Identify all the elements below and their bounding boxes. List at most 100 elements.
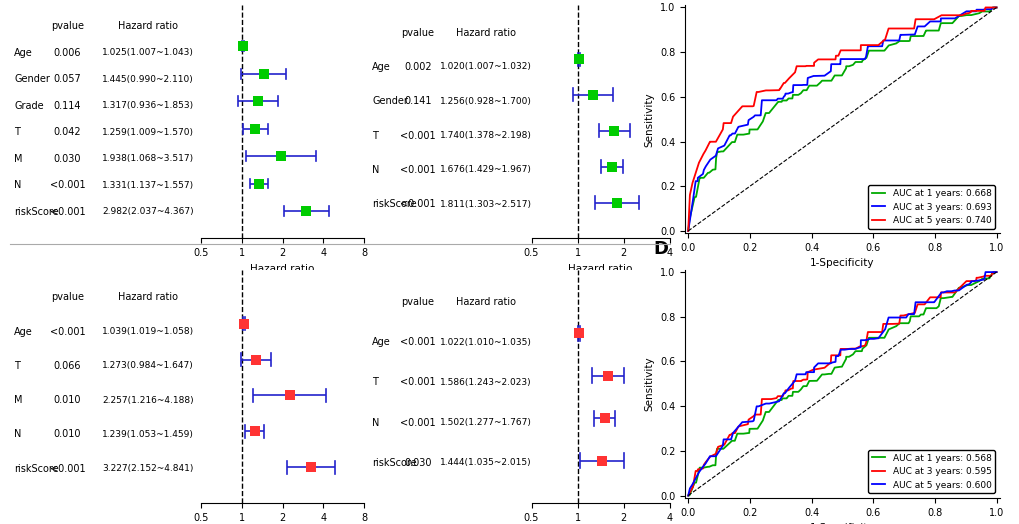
Text: 0.114: 0.114 xyxy=(54,101,82,111)
X-axis label: 1-Specificity: 1-Specificity xyxy=(809,523,873,524)
Line: AUC at 5 years: 0.600: AUC at 5 years: 0.600 xyxy=(688,272,996,496)
AUC at 3 years: 0.595: (0.992, 1): 0.595: (0.992, 1) xyxy=(986,269,999,275)
X-axis label: 1-Specificity: 1-Specificity xyxy=(809,258,873,268)
Point xyxy=(235,42,252,51)
AUC at 3 years: 0.595: (0.99, 0.995): 0.595: (0.99, 0.995) xyxy=(986,270,999,276)
Text: Hazard ratio: Hazard ratio xyxy=(117,292,177,302)
Text: riskScore: riskScore xyxy=(14,207,58,217)
Text: N: N xyxy=(14,180,21,190)
Text: 1.444(1.035~2.015): 1.444(1.035~2.015) xyxy=(440,458,531,467)
Text: 0.010: 0.010 xyxy=(54,395,82,405)
AUC at 3 years: 0.693: (0.494, 0.746): 0.693: (0.494, 0.746) xyxy=(834,61,846,67)
Text: 1.025(1.007~1.043): 1.025(1.007~1.043) xyxy=(102,48,194,58)
AUC at 3 years: 0.595: (0.239, 0.432): 0.595: (0.239, 0.432) xyxy=(755,396,767,402)
Text: Hazard ratio: Hazard ratio xyxy=(117,21,177,31)
Text: pvalue: pvalue xyxy=(400,28,434,38)
Point xyxy=(571,329,587,337)
Text: 1.740(1.378~2.198): 1.740(1.378~2.198) xyxy=(439,131,532,140)
Point xyxy=(593,456,609,465)
Point xyxy=(596,414,612,422)
Text: 1.445(0.990~2.110): 1.445(0.990~2.110) xyxy=(102,75,194,84)
Point xyxy=(272,152,288,160)
AUC at 1 years: 0.568: (0.318, 0.435): 0.568: (0.318, 0.435) xyxy=(780,395,792,401)
Text: 1.039(1.019~1.058): 1.039(1.019~1.058) xyxy=(102,327,194,336)
Text: 1.273(0.984~1.647): 1.273(0.984~1.647) xyxy=(102,362,194,370)
Text: 0.030: 0.030 xyxy=(404,458,431,468)
Point xyxy=(247,427,263,435)
Text: Gender: Gender xyxy=(14,74,50,84)
Text: N: N xyxy=(372,165,379,175)
Text: 1.022(1.010~1.035): 1.022(1.010~1.035) xyxy=(439,338,532,347)
Text: 1.502(1.277~1.767): 1.502(1.277~1.767) xyxy=(439,418,532,427)
Text: 0.002: 0.002 xyxy=(404,62,431,72)
Point xyxy=(298,207,314,215)
X-axis label: Hazard ratio: Hazard ratio xyxy=(568,264,632,274)
AUC at 5 years: 0.600: (0.973, 1): 0.600: (0.973, 1) xyxy=(981,269,994,275)
Text: 1.317(0.936~1.853): 1.317(0.936~1.853) xyxy=(102,102,194,111)
AUC at 5 years: 0.600: (0.931, 0.962): 0.600: (0.931, 0.962) xyxy=(968,278,980,284)
AUC at 5 years: 0.600: (0, 0): 0.600: (0, 0) xyxy=(682,493,694,499)
Text: 1.259(1.009~1.570): 1.259(1.009~1.570) xyxy=(102,128,194,137)
Text: 1.676(1.429~1.967): 1.676(1.429~1.967) xyxy=(439,166,532,174)
Text: pvalue: pvalue xyxy=(51,292,84,302)
AUC at 1 years: 0.668: (1, 1): 0.668: (1, 1) xyxy=(989,4,1002,10)
Text: Age: Age xyxy=(14,48,33,58)
Text: Gender: Gender xyxy=(372,96,408,106)
AUC at 3 years: 0.595: (0.586, 0.732): 0.595: (0.586, 0.732) xyxy=(862,329,874,335)
Point xyxy=(608,199,625,207)
Point xyxy=(281,391,298,400)
AUC at 1 years: 0.568: (0.59, 0.706): 0.568: (0.59, 0.706) xyxy=(863,335,875,341)
Text: Age: Age xyxy=(372,62,390,72)
Text: 0.066: 0.066 xyxy=(54,361,82,371)
Point xyxy=(605,127,622,135)
AUC at 3 years: 0.595: (0.311, 0.458): 0.595: (0.311, 0.458) xyxy=(777,390,790,396)
AUC at 3 years: 0.693: (0.311, 0.602): 0.693: (0.311, 0.602) xyxy=(777,93,790,100)
Point xyxy=(247,125,263,133)
Text: <0.001: <0.001 xyxy=(399,130,435,140)
Text: T: T xyxy=(372,130,378,140)
Text: 0.030: 0.030 xyxy=(54,154,82,164)
AUC at 5 years: 0.600: (0.964, 1): 0.600: (0.964, 1) xyxy=(978,269,990,275)
Point xyxy=(571,55,587,63)
Text: <0.001: <0.001 xyxy=(50,464,86,474)
AUC at 1 years: 0.568: (0.886, 0.932): 0.568: (0.886, 0.932) xyxy=(954,284,966,290)
Text: 1.586(1.243~2.023): 1.586(1.243~2.023) xyxy=(440,378,531,387)
AUC at 1 years: 0.668: (0.59, 0.807): 0.668: (0.59, 0.807) xyxy=(863,48,875,54)
Text: 1.239(1.053~1.459): 1.239(1.053~1.459) xyxy=(102,430,194,439)
Text: riskScore: riskScore xyxy=(14,464,58,474)
Text: T: T xyxy=(14,127,20,137)
Text: riskScore: riskScore xyxy=(372,458,417,468)
Text: N: N xyxy=(14,430,21,440)
Y-axis label: Sensitivity: Sensitivity xyxy=(644,92,654,147)
Text: Grade: Grade xyxy=(14,101,44,111)
AUC at 3 years: 0.693: (0, 0): 0.693: (0, 0) xyxy=(682,228,694,234)
Text: Age: Age xyxy=(372,337,390,347)
AUC at 1 years: 0.568: (0.953, 0.97): 0.568: (0.953, 0.97) xyxy=(975,276,987,282)
AUC at 5 years: 0.740: (0.964, 1): 0.740: (0.964, 1) xyxy=(978,4,990,10)
Point xyxy=(235,320,252,328)
AUC at 1 years: 0.568: (1, 1): 0.568: (1, 1) xyxy=(989,269,1002,275)
AUC at 1 years: 0.568: (0, 0): 0.568: (0, 0) xyxy=(682,493,694,499)
Text: 0.057: 0.057 xyxy=(54,74,82,84)
Text: pvalue: pvalue xyxy=(51,21,84,31)
Text: 1.811(1.303~2.517): 1.811(1.303~2.517) xyxy=(439,200,532,209)
AUC at 1 years: 0.668: (0.513, 0.737): 0.668: (0.513, 0.737) xyxy=(840,63,852,69)
AUC at 5 years: 0.600: (0.388, 0.552): 0.600: (0.388, 0.552) xyxy=(801,369,813,375)
Text: 0.006: 0.006 xyxy=(54,48,82,58)
Text: <0.001: <0.001 xyxy=(50,180,86,190)
Text: 1.256(0.928~1.700): 1.256(0.928~1.700) xyxy=(439,97,532,106)
Text: riskScore: riskScore xyxy=(372,199,417,209)
Text: 1.020(1.007~1.032): 1.020(1.007~1.032) xyxy=(439,62,532,71)
Text: M: M xyxy=(14,395,22,405)
Text: pvalue: pvalue xyxy=(400,297,434,307)
Point xyxy=(248,355,264,364)
Line: AUC at 1 years: 0.668: AUC at 1 years: 0.668 xyxy=(688,7,996,231)
AUC at 5 years: 0.600: (0.295, 0.422): 0.600: (0.295, 0.422) xyxy=(772,398,785,405)
Text: 1.938(1.068~3.517): 1.938(1.068~3.517) xyxy=(102,155,194,163)
Text: <0.001: <0.001 xyxy=(50,207,86,217)
AUC at 3 years: 0.595: (1, 1): 0.595: (1, 1) xyxy=(989,269,1002,275)
Text: <0.001: <0.001 xyxy=(399,199,435,209)
AUC at 3 years: 0.693: (0.586, 0.827): 0.693: (0.586, 0.827) xyxy=(862,43,874,49)
Line: AUC at 3 years: 0.693: AUC at 3 years: 0.693 xyxy=(688,7,996,231)
AUC at 5 years: 0.740: (0, 0): 0.740: (0, 0) xyxy=(682,228,694,234)
